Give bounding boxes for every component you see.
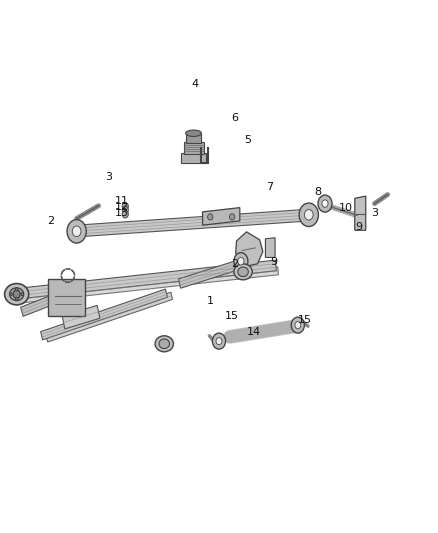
Circle shape: [230, 214, 235, 220]
Polygon shape: [21, 287, 74, 317]
Circle shape: [295, 321, 301, 329]
Text: 15: 15: [297, 315, 311, 325]
Text: 5: 5: [244, 135, 251, 144]
Ellipse shape: [4, 284, 29, 305]
Circle shape: [21, 293, 24, 296]
Circle shape: [234, 253, 248, 270]
Text: 7: 7: [266, 182, 273, 191]
Text: 3: 3: [105, 172, 112, 182]
Text: 9: 9: [270, 257, 277, 267]
Circle shape: [10, 293, 12, 296]
Text: 13: 13: [115, 208, 129, 217]
Circle shape: [216, 337, 222, 345]
Text: 8: 8: [314, 187, 321, 197]
Circle shape: [15, 288, 18, 291]
Polygon shape: [236, 232, 263, 266]
Text: 4: 4: [191, 79, 198, 89]
Circle shape: [122, 203, 128, 210]
Ellipse shape: [155, 336, 173, 352]
Circle shape: [67, 220, 86, 243]
Circle shape: [291, 317, 304, 333]
Text: 14: 14: [247, 327, 261, 336]
Circle shape: [322, 200, 328, 207]
Polygon shape: [355, 196, 366, 230]
Circle shape: [122, 206, 128, 214]
Ellipse shape: [159, 339, 170, 349]
Text: 15: 15: [225, 311, 239, 320]
Bar: [181, 153, 206, 163]
Ellipse shape: [10, 288, 24, 301]
Circle shape: [208, 214, 213, 220]
Text: 9: 9: [356, 222, 363, 231]
Text: 3: 3: [371, 208, 378, 218]
Polygon shape: [265, 238, 275, 257]
Circle shape: [122, 211, 128, 218]
Bar: [186, 134, 201, 143]
Text: 11: 11: [115, 197, 129, 206]
Circle shape: [299, 203, 318, 227]
Polygon shape: [72, 209, 314, 237]
Polygon shape: [41, 289, 167, 340]
Bar: [48, 279, 85, 316]
Ellipse shape: [186, 130, 201, 136]
Text: 12: 12: [115, 202, 129, 212]
Text: 10: 10: [339, 203, 353, 213]
Text: 6: 6: [231, 114, 238, 123]
Text: 2: 2: [231, 259, 238, 269]
Polygon shape: [179, 261, 237, 288]
Circle shape: [238, 257, 244, 265]
Ellipse shape: [234, 264, 252, 280]
Text: 1: 1: [207, 296, 214, 306]
Circle shape: [72, 226, 81, 237]
Polygon shape: [62, 305, 100, 329]
Circle shape: [304, 209, 313, 220]
Bar: [184, 142, 204, 154]
Circle shape: [212, 333, 226, 349]
Polygon shape: [46, 292, 173, 342]
Circle shape: [15, 297, 18, 301]
Text: 2: 2: [47, 216, 54, 226]
Polygon shape: [202, 208, 240, 225]
Polygon shape: [13, 260, 276, 300]
Polygon shape: [15, 267, 279, 303]
Ellipse shape: [238, 267, 248, 277]
Circle shape: [318, 195, 332, 212]
Circle shape: [13, 290, 20, 298]
